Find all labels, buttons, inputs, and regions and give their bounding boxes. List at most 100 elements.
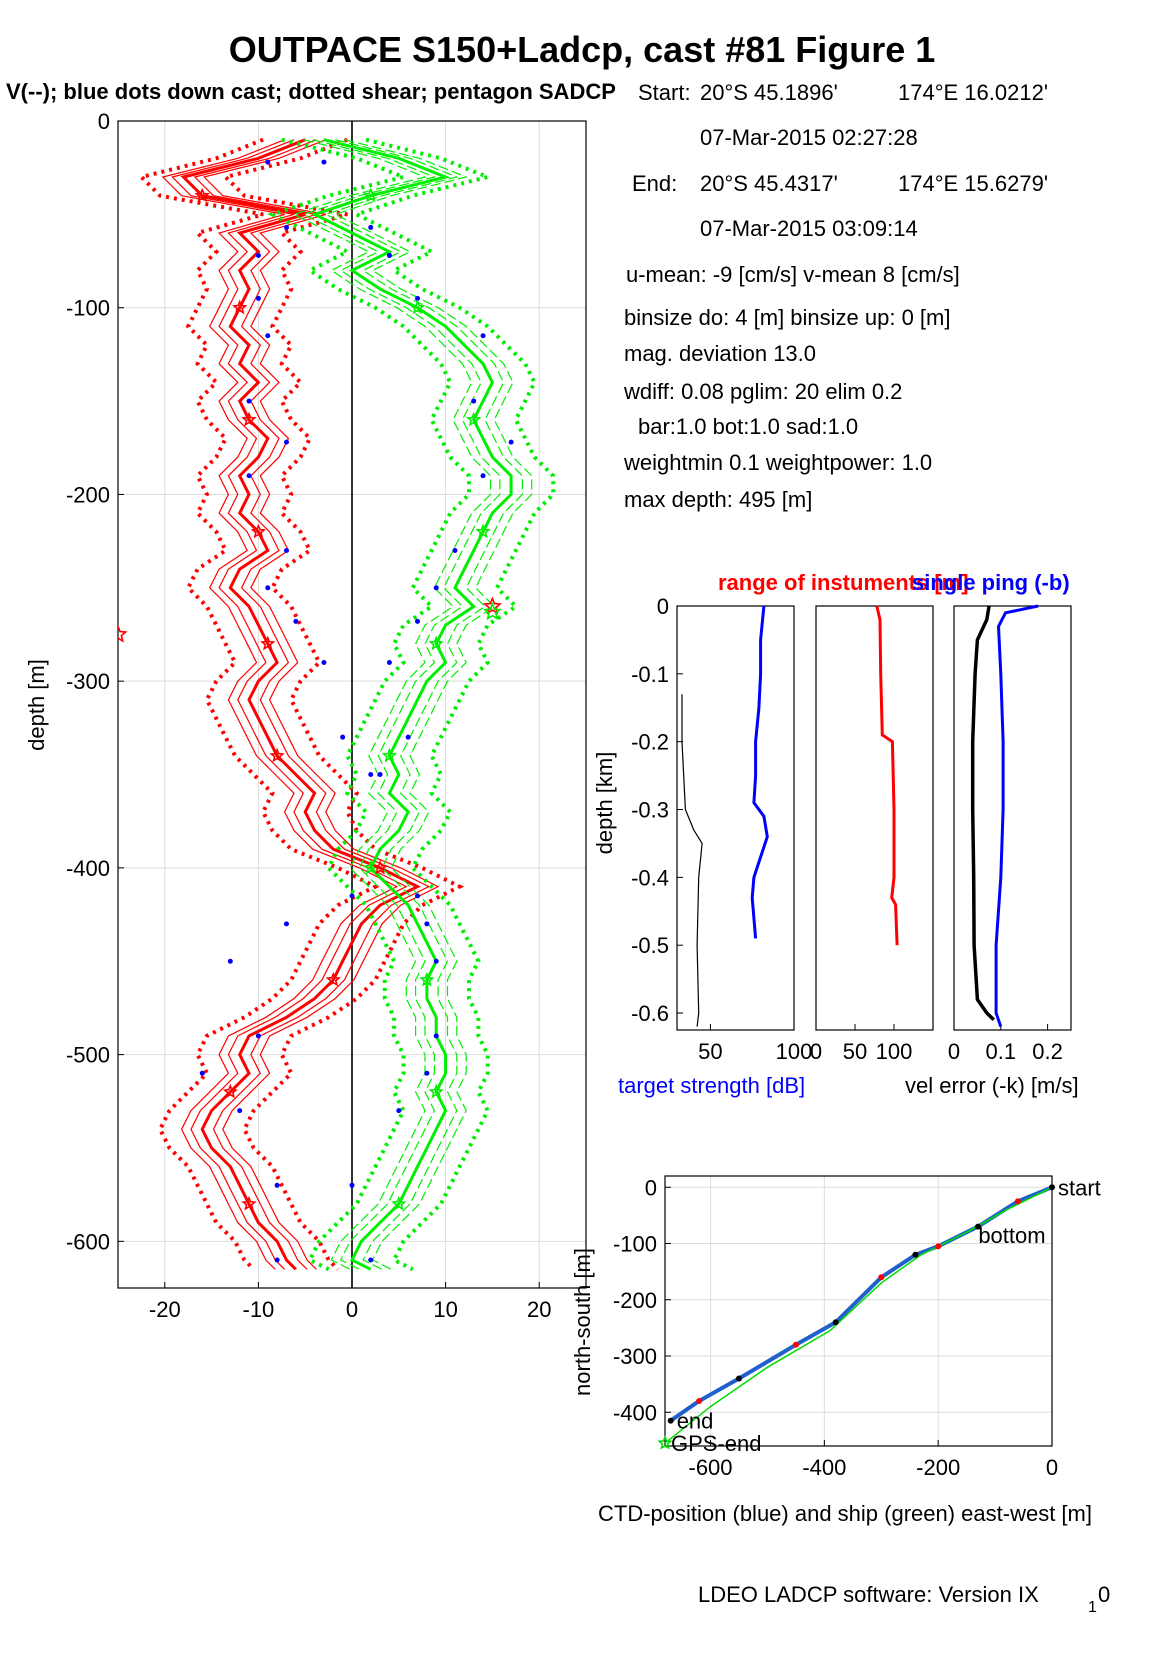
track-line xyxy=(664,1186,1053,1444)
start-lat: 20°S 45.1896' xyxy=(700,80,838,105)
y-tick-label: -200 xyxy=(66,482,110,507)
sadcp-marker xyxy=(482,596,502,615)
velocity-means: u-mean: -9 [cm/s] v-mean 8 [cm/s] xyxy=(626,262,960,287)
y-tick-label: -500 xyxy=(66,1043,110,1068)
v-shear-dotted xyxy=(267,137,471,1272)
sadcp-marker xyxy=(475,523,491,539)
sadcp-marker xyxy=(381,747,398,763)
x-tick-label: 50 xyxy=(698,1039,722,1064)
y-tick-label: -400 xyxy=(613,1400,657,1425)
track-marker xyxy=(1049,1184,1055,1191)
sadcp-marker xyxy=(118,624,128,643)
footer-tail: 0 xyxy=(1098,1582,1110,1607)
downcast-dot xyxy=(396,1108,402,1114)
downcast-dot xyxy=(433,1033,439,1039)
axes-frame xyxy=(815,605,934,1031)
gps-end-marker xyxy=(657,1435,673,1450)
downcast-dot xyxy=(386,659,392,665)
sadcp-marker xyxy=(482,601,502,621)
x-tick-label: 0 xyxy=(948,1039,960,1064)
sadcp-marker xyxy=(362,187,379,203)
downcast-dot xyxy=(321,659,327,665)
y-tick-label: -0.3 xyxy=(631,798,669,823)
x-tick-label: 100 xyxy=(876,1039,913,1064)
y-tick-label: -0.1 xyxy=(631,662,669,687)
sadcp-marker xyxy=(372,859,388,875)
sadcp-marker xyxy=(241,1195,257,1211)
track-marker xyxy=(935,1243,942,1250)
u-profile-line xyxy=(171,139,408,1270)
axes-frame xyxy=(953,605,1072,1031)
range-title: range of instuments [m] xyxy=(718,570,969,595)
end-label: End: xyxy=(632,171,677,196)
track-marker xyxy=(975,1223,982,1230)
x-tick-label: -10 xyxy=(243,1297,275,1322)
track-marker xyxy=(878,1274,885,1281)
downcast-dot xyxy=(508,439,514,445)
y-tick-label: -0.6 xyxy=(631,1001,669,1026)
track-label-start: start xyxy=(1058,1175,1101,1200)
sadcp-marker xyxy=(419,971,435,987)
y-axis-label: depth [m] xyxy=(24,659,49,751)
track-marker xyxy=(1014,1198,1021,1205)
sadcp-marker xyxy=(428,1083,444,1099)
u-shear-dotted xyxy=(221,137,465,1271)
sadcp-marker xyxy=(325,971,342,987)
velocity-profile-axes: -20 -10 0 10 200-100-200-300-400-500-600dept… xyxy=(24,109,587,1322)
x-tick-label: 10 xyxy=(433,1297,457,1322)
downcast-dot xyxy=(424,1070,430,1076)
downcast-dot xyxy=(246,473,252,479)
end-lat: 20°S 45.4317' xyxy=(700,171,838,196)
sadcp-marker xyxy=(241,411,257,427)
depth-km-label: depth [km] xyxy=(592,752,617,855)
downcast-dot xyxy=(340,734,346,740)
footer-text: LDEO LADCP software: Version IX xyxy=(698,1582,1039,1607)
panel-series-line xyxy=(970,605,996,1022)
x-tick-label: 0 xyxy=(1046,1455,1058,1480)
track-marker xyxy=(832,1319,839,1326)
x-tick-label: 50 xyxy=(843,1039,867,1064)
downcast-dot xyxy=(265,585,271,591)
sadcp-marker xyxy=(260,635,276,651)
cast-info: Start: 20°S 45.1896' 174°E 16.0212' 07-M… xyxy=(623,80,1048,512)
y-tick-label: -400 xyxy=(66,856,110,881)
downcast-dot xyxy=(480,333,486,339)
downcast-dot xyxy=(246,398,252,404)
downcast-dot xyxy=(274,1257,280,1263)
track-label-gps-end: GPS-end xyxy=(671,1431,762,1456)
sadcp-marker xyxy=(194,187,210,203)
end-time: 07-Mar-2015 03:09:14 xyxy=(700,216,918,241)
vel-error-axes: 0 0.1 0.2 xyxy=(948,604,1072,1064)
x-tick-label: -400 xyxy=(802,1455,846,1480)
footer-subscript: 1 xyxy=(1088,1599,1097,1616)
downcast-dot xyxy=(424,921,430,927)
downcast-dot xyxy=(368,224,374,230)
track-label-bottom: bottom xyxy=(978,1223,1045,1248)
downcast-dot xyxy=(368,772,374,778)
downcast-dot xyxy=(255,1033,261,1039)
v-profile-line xyxy=(333,139,533,1270)
y-tick-label: -600 xyxy=(66,1229,110,1254)
downcast-dot xyxy=(237,1108,243,1114)
sadcp-marker xyxy=(222,1083,238,1099)
x-tick-label: 0.1 xyxy=(986,1039,1017,1064)
velocity-series xyxy=(118,137,556,1272)
u-profile-line xyxy=(180,138,421,1271)
sadcp-marker xyxy=(391,1195,407,1211)
x-tick-label: 0.2 xyxy=(1032,1039,1063,1064)
downcast-dot xyxy=(349,1182,355,1188)
downcast-dot xyxy=(255,252,261,258)
start-lon: 174°E 16.0212' xyxy=(898,80,1048,105)
track-label-end: end xyxy=(677,1409,714,1434)
track-ylabel: north-south [m] xyxy=(570,1248,595,1396)
downcast-dot xyxy=(480,473,486,479)
v-shear-dotted xyxy=(351,137,556,1272)
max-depth: max depth: 495 [m] xyxy=(624,487,812,512)
downcast-dot xyxy=(321,159,327,165)
vel-error-label: vel error (-k) [m/s] xyxy=(905,1073,1079,1098)
figure-subtitle: V(--); blue dots down cast; dotted shear… xyxy=(6,79,616,104)
downcast-dot xyxy=(415,893,421,899)
panel-series-line xyxy=(994,604,1039,1028)
weight-params: weightmin 0.1 weightpower: 1.0 xyxy=(623,450,932,475)
